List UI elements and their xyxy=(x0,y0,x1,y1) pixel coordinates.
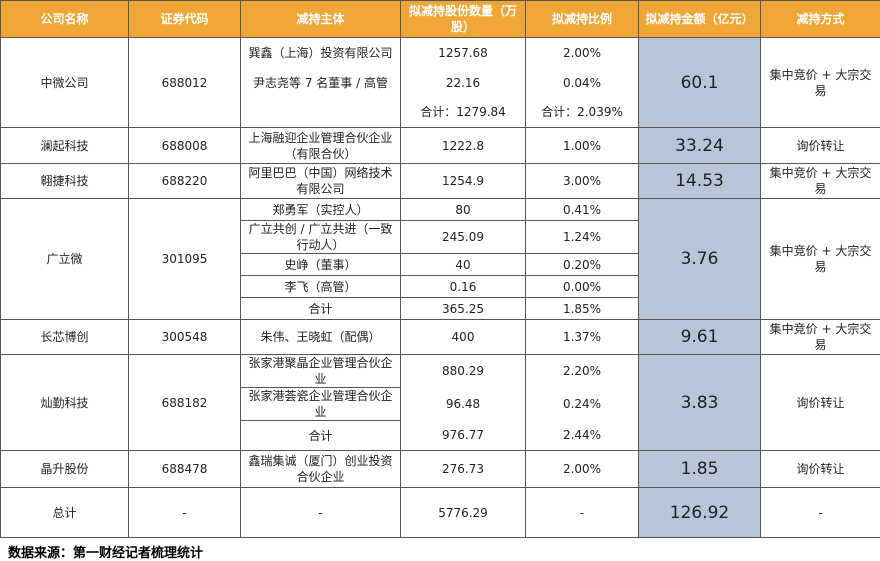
ratio: 2.00% xyxy=(526,38,639,68)
shares: 80 xyxy=(401,199,526,221)
ratio: 1.37% xyxy=(526,320,639,355)
holder-name: 郑勇军（实控人） xyxy=(241,199,401,221)
total-amount: 126.92 xyxy=(639,488,761,538)
column-header: 公司名称 xyxy=(1,1,129,38)
total-method: - xyxy=(761,488,880,538)
holder-name: 合计 xyxy=(241,421,401,451)
holder-name: 广立共创 / 广立共进（一致行动人） xyxy=(241,221,401,254)
shares: 400 xyxy=(401,320,526,355)
stock-code: 688008 xyxy=(129,128,241,164)
company-name: 翱捷科技 xyxy=(1,164,129,199)
holder-name: 朱伟、王晓虹（配偶） xyxy=(241,320,401,355)
company-name: 晶升股份 xyxy=(1,451,129,488)
shares: 合计：1279.84 xyxy=(401,98,526,128)
holder-name: 张家港荟瓷企业管理合伙企业 xyxy=(241,388,401,421)
total-shares: 5776.29 xyxy=(401,488,526,538)
shares: 96.48 xyxy=(401,388,526,421)
holder-name: 合计 xyxy=(241,298,401,320)
amount: 3.76 xyxy=(639,199,761,320)
shares: 1254.9 xyxy=(401,164,526,199)
column-header: 拟减持股份数量（万股） xyxy=(401,1,526,38)
ratio: 0.00% xyxy=(526,276,639,298)
ratio: 0.24% xyxy=(526,388,639,421)
holder-name: 张家港聚晶企业管理合伙企业 xyxy=(241,355,401,388)
ratio: 2.00% xyxy=(526,451,639,488)
total-ratio: - xyxy=(526,488,639,538)
source-note: 数据来源：第一财经记者梳理统计 xyxy=(0,538,880,560)
ratio: 1.85% xyxy=(526,298,639,320)
amount: 60.1 xyxy=(639,38,761,128)
total-name: - xyxy=(241,488,401,538)
stock-code: 300548 xyxy=(129,320,241,355)
method: 集中竞价 + 大宗交易 xyxy=(761,199,880,320)
total-row: 总计--5776.29-126.92- xyxy=(1,488,880,538)
holder-name: 上海融迎企业管理合伙企业（有限合伙） xyxy=(241,128,401,164)
holder-name: 李飞（高管） xyxy=(241,276,401,298)
ratio: 3.00% xyxy=(526,164,639,199)
header-row: 公司名称证券代码减持主体拟减持股份数量（万股）拟减持比例拟减持金额（亿元）减持方… xyxy=(1,1,880,38)
column-header: 证券代码 xyxy=(129,1,241,38)
shares: 276.73 xyxy=(401,451,526,488)
ratio: 0.41% xyxy=(526,199,639,221)
amount: 9.61 xyxy=(639,320,761,355)
column-header: 减持方式 xyxy=(761,1,880,38)
ratio: 2.44% xyxy=(526,421,639,451)
total-company: 总计 xyxy=(1,488,129,538)
company-name: 灿勤科技 xyxy=(1,355,129,451)
shares: 245.09 xyxy=(401,221,526,254)
method: 集中竞价 + 大宗交易 xyxy=(761,164,880,199)
method: 询价转让 xyxy=(761,355,880,451)
company-name: 长芯博创 xyxy=(1,320,129,355)
shares: 365.25 xyxy=(401,298,526,320)
ratio: 合计：2.039% xyxy=(526,98,639,128)
shares: 976.77 xyxy=(401,421,526,451)
shares: 1222.8 xyxy=(401,128,526,164)
company-name: 中微公司 xyxy=(1,38,129,128)
shares: 40 xyxy=(401,254,526,276)
amount: 1.85 xyxy=(639,451,761,488)
ratio: 1.24% xyxy=(526,221,639,254)
reduction-table: 公司名称证券代码减持主体拟减持股份数量（万股）拟减持比例拟减持金额（亿元）减持方… xyxy=(0,0,880,538)
column-header: 减持主体 xyxy=(241,1,401,38)
column-header: 拟减持金额（亿元） xyxy=(639,1,761,38)
company-name: 澜起科技 xyxy=(1,128,129,164)
shares: 1257.68 xyxy=(401,38,526,68)
total-code: - xyxy=(129,488,241,538)
amount: 14.53 xyxy=(639,164,761,199)
method: 集中竞价 + 大宗交易 xyxy=(761,38,880,128)
amount: 33.24 xyxy=(639,128,761,164)
holder-name: 史峥（董事） xyxy=(241,254,401,276)
method: 集中竞价 + 大宗交易 xyxy=(761,320,880,355)
ratio: 0.04% xyxy=(526,68,639,98)
stock-code: 688478 xyxy=(129,451,241,488)
holder-name xyxy=(241,98,401,128)
holder-name: 阿里巴巴（中国）网络技术有限公司 xyxy=(241,164,401,199)
stock-code: 688012 xyxy=(129,38,241,128)
company-name: 广立微 xyxy=(1,199,129,320)
holder-name: 鑫瑞集诚（厦门）创业投资合伙企业 xyxy=(241,451,401,488)
shares: 22.16 xyxy=(401,68,526,98)
shares: 0.16 xyxy=(401,276,526,298)
column-header: 拟减持比例 xyxy=(526,1,639,38)
amount: 3.83 xyxy=(639,355,761,451)
stock-code: 301095 xyxy=(129,199,241,320)
holder-name: 巽鑫（上海）投资有限公司 xyxy=(241,38,401,68)
page: 公司名称证券代码减持主体拟减持股份数量（万股）拟减持比例拟减持金额（亿元）减持方… xyxy=(0,0,880,544)
ratio: 1.00% xyxy=(526,128,639,164)
holder-name: 尹志尧等 7 名董事 / 高管 xyxy=(241,68,401,98)
method: 询价转让 xyxy=(761,128,880,164)
ratio: 0.20% xyxy=(526,254,639,276)
ratio: 2.20% xyxy=(526,355,639,388)
stock-code: 688220 xyxy=(129,164,241,199)
method: 询价转让 xyxy=(761,451,880,488)
stock-code: 688182 xyxy=(129,355,241,451)
shares: 880.29 xyxy=(401,355,526,388)
